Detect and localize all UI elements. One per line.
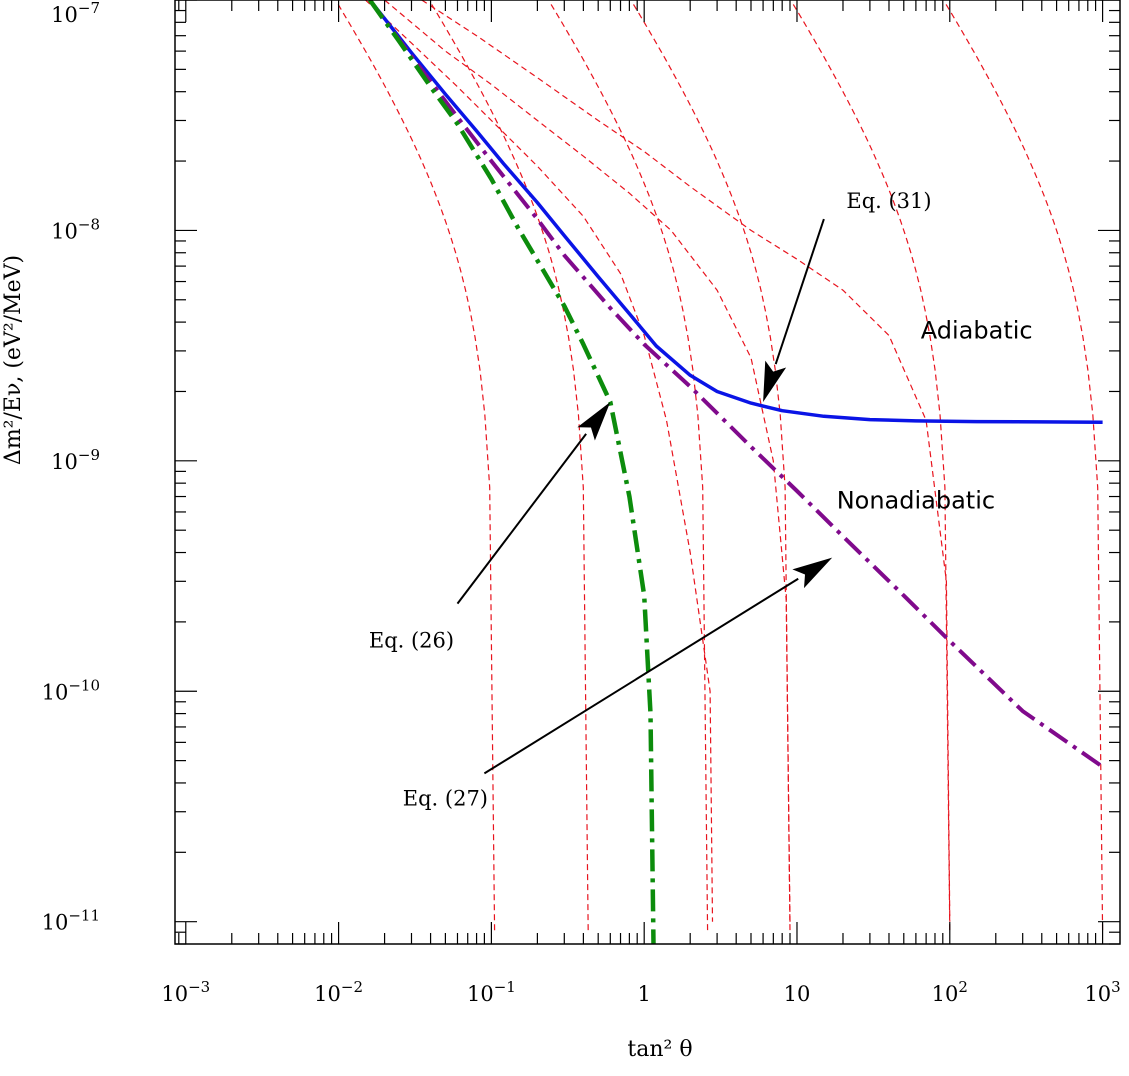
annotation-label: Eq. (31) <box>846 189 931 213</box>
series-line <box>367 0 656 945</box>
tick-label: 10 <box>784 982 811 1006</box>
tick-labels: 10−3 10−2 10−1 1 10 102 10310−710−810−910−1010… <box>42 0 1121 1006</box>
series-group <box>367 0 1104 945</box>
contour-lines <box>337 0 1104 933</box>
tick-label: 10−8 <box>51 215 100 243</box>
tick-label: 10−2 <box>314 978 363 1006</box>
series-line <box>368 0 1104 769</box>
annotation-arrows <box>456 218 833 775</box>
contour-line <box>550 4 709 933</box>
y-axis-label: Δm²/Eν, (eV²/MeV) <box>1 255 26 465</box>
contour-line <box>632 4 791 933</box>
tick-label: 10−11 <box>42 907 100 935</box>
tick-label: 103 <box>1084 978 1120 1006</box>
tick-label: 10−7 <box>51 0 100 27</box>
axis-ticks <box>175 0 1120 945</box>
contour-line <box>421 0 951 922</box>
annotation-label: Nonadiabatic <box>837 487 995 515</box>
arrow-head <box>577 402 611 441</box>
annotation-label: Adiabatic <box>921 316 1033 344</box>
contour-line <box>945 4 1104 933</box>
contour-line <box>337 4 496 933</box>
arrow-head <box>763 360 787 403</box>
annotation-label: Eq. (27) <box>403 786 488 810</box>
arrow-line <box>456 433 587 605</box>
tick-label: 10−10 <box>42 676 100 704</box>
arrow-head <box>792 557 833 589</box>
arrow-line <box>774 218 825 365</box>
tick-label: 1 <box>637 982 650 1006</box>
series-line <box>368 0 1103 425</box>
tick-label: 10−9 <box>51 446 100 474</box>
tick-label: 102 <box>932 978 968 1006</box>
tick-label: 10−3 <box>161 978 210 1006</box>
tick-label: 10−1 <box>467 978 516 1006</box>
annotations: Adiabatic Nonadiabatic Eq. (31) Eq. (26) Eq.… <box>369 189 1033 810</box>
contour-line <box>365 0 714 922</box>
annotation-label: Eq. (26) <box>369 628 454 652</box>
contour-line <box>792 4 951 933</box>
arrow-line <box>483 577 799 775</box>
contour-line <box>431 4 589 933</box>
plot-frame <box>174 0 1121 945</box>
x-axis-label: tan² θ <box>627 1037 692 1062</box>
